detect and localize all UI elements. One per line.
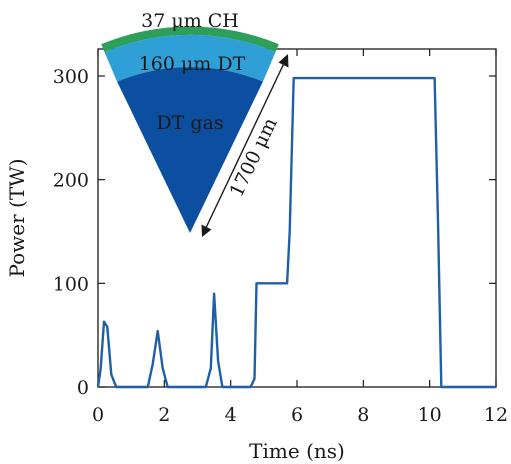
inset-dt-gas-label: DT gas <box>156 112 223 134</box>
inset-radius-arrowhead-bottom <box>201 224 212 237</box>
y-axis-label: Power (TW) <box>5 158 29 277</box>
x-tick-label-0: 0 <box>92 404 104 426</box>
inset-dt-gas-region <box>117 67 263 234</box>
inset-ch-ablator-layer <box>101 26 279 53</box>
inset-dt-layer-label: 160 μm DT <box>139 53 246 75</box>
inset-radius-arrow <box>203 58 287 233</box>
x-tick-label-6: 6 <box>291 404 303 426</box>
x-tick-label-8: 8 <box>357 404 369 426</box>
x-tick-label-12: 12 <box>484 404 508 426</box>
x-tick-label-4: 4 <box>225 404 237 426</box>
inset-ch-layer-label: 37 μm CH <box>141 10 239 32</box>
axis-tick-labels: 0 2 4 6 8 10 12 0 100 200 300 <box>53 66 508 426</box>
y-tick-label-300: 300 <box>53 66 89 88</box>
inset-dt-ice-layer <box>104 34 276 82</box>
x-tick-label-2: 2 <box>158 404 170 426</box>
x-axis-label: Time (ns) <box>249 439 345 463</box>
y-tick-label-0: 0 <box>77 377 89 399</box>
y-tick-label-100: 100 <box>53 273 89 295</box>
x-tick-label-10: 10 <box>418 404 442 426</box>
capsule-inset: 37 μm CH 160 μm DT DT gas 1700 μm <box>101 10 289 237</box>
inset-radius-arrowhead-top <box>278 54 289 68</box>
y-tick-label-200: 200 <box>53 170 89 192</box>
series-line-power <box>96 76 496 389</box>
